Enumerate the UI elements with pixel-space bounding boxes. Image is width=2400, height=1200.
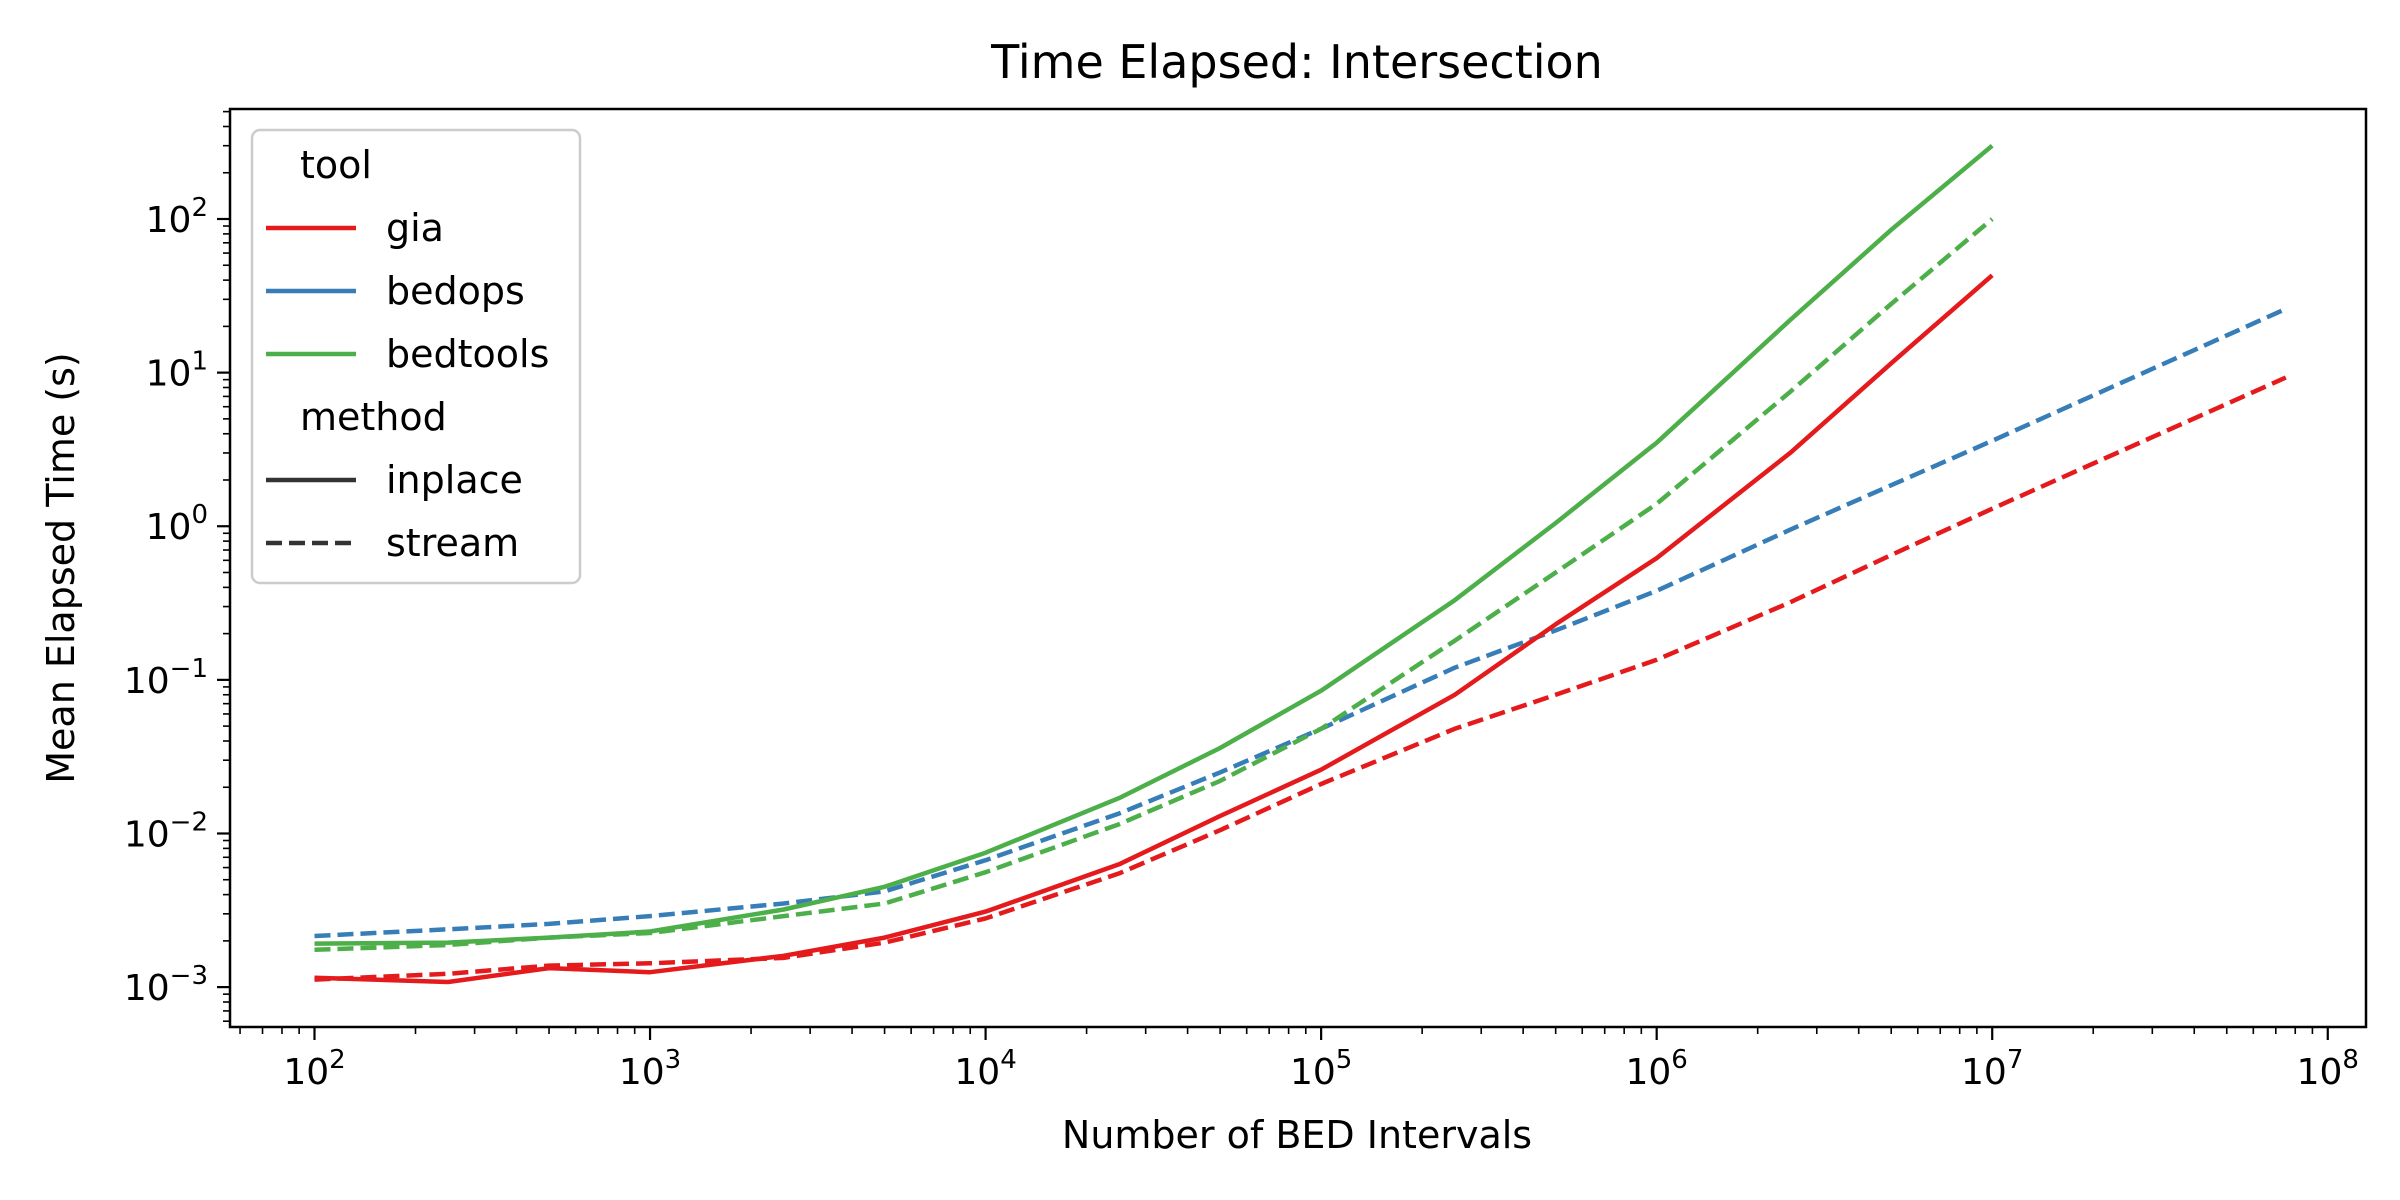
x-tick-label: 102 bbox=[283, 1045, 345, 1093]
series-line-gia-stream bbox=[314, 375, 2287, 982]
y-tick-label: 10−3 bbox=[124, 961, 208, 1009]
legend-label-bedops: bedops bbox=[386, 269, 525, 313]
plot-frame bbox=[228, 107, 2368, 1029]
y-tick-label: 100 bbox=[146, 500, 208, 548]
plot-area bbox=[314, 143, 2287, 985]
y-axis-title: Mean Elapsed Time (s) bbox=[39, 352, 83, 784]
x-tick-label: 107 bbox=[1961, 1045, 2023, 1093]
legend-box bbox=[250, 128, 582, 585]
legend: tool gia bedops bedtools method inplace … bbox=[250, 128, 582, 585]
series-line-gia-inplace bbox=[314, 273, 1994, 985]
y-tick-label: 101 bbox=[146, 347, 208, 395]
x-tick-label: 106 bbox=[1625, 1045, 1687, 1093]
x-tick-label: 103 bbox=[619, 1045, 681, 1093]
x-axis-title: Number of BED Intervals bbox=[1062, 1113, 1532, 1157]
x-tick-label: 105 bbox=[1290, 1045, 1352, 1093]
legend-label-stream: stream bbox=[386, 521, 519, 565]
x-axis: 102 103 104 105 106 107 108 bbox=[239, 1027, 2359, 1093]
x-tick-label: 108 bbox=[2297, 1045, 2359, 1093]
legend-title-tool: tool bbox=[300, 143, 372, 187]
legend-label-gia: gia bbox=[386, 206, 444, 250]
y-tick-label: 10−1 bbox=[124, 654, 208, 702]
legend-label-bedtools: bedtools bbox=[386, 332, 549, 376]
y-tick-label: 102 bbox=[146, 193, 208, 241]
chart-title: Time Elapsed: Intersection bbox=[990, 35, 1603, 89]
series-line-bedops-stream bbox=[314, 306, 2287, 939]
y-tick-label: 10−2 bbox=[124, 807, 208, 855]
series-line-bedtools-inplace bbox=[314, 143, 1994, 946]
legend-label-inplace: inplace bbox=[386, 458, 523, 502]
legend-title-method: method bbox=[300, 395, 447, 439]
x-tick-label: 104 bbox=[954, 1045, 1016, 1093]
